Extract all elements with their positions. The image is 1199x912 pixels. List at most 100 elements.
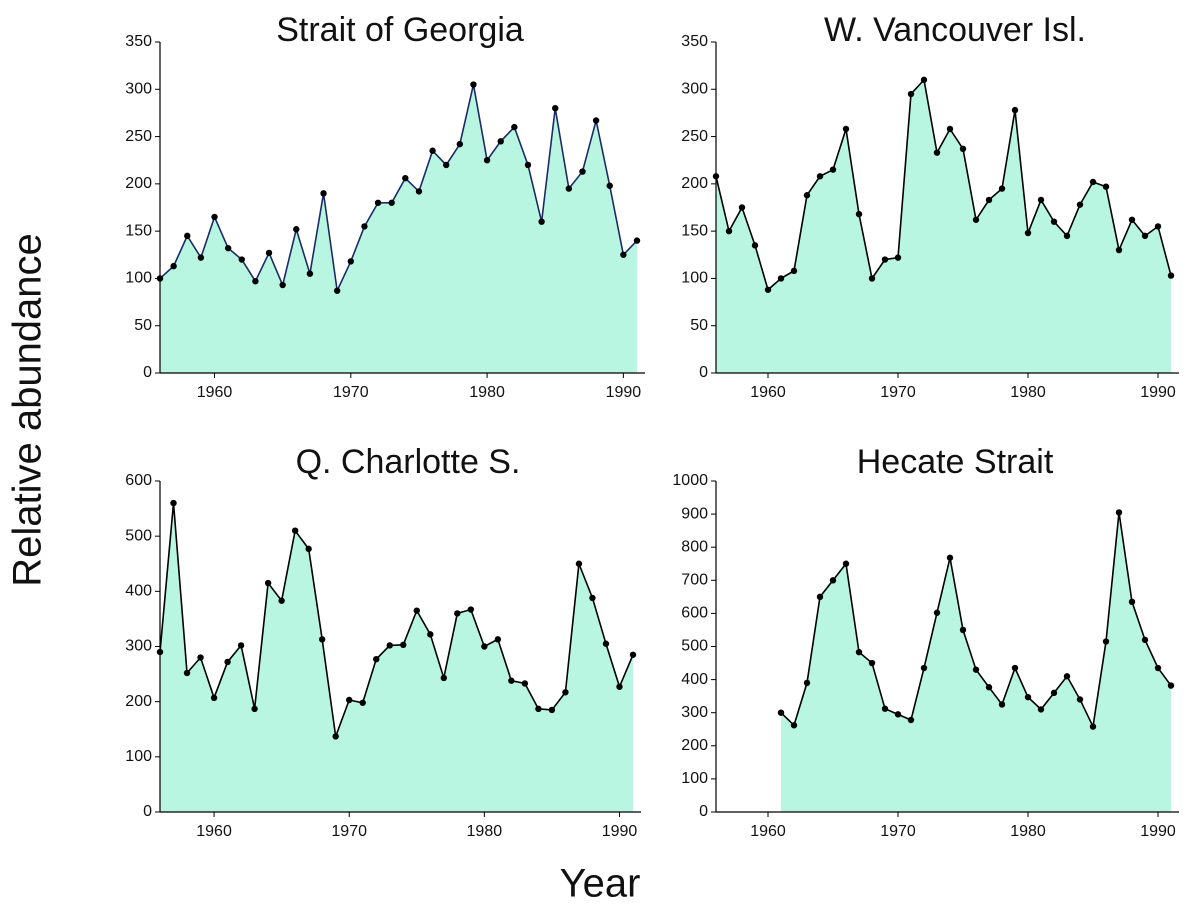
point (524, 161, 532, 169)
y-tick-label: 1000 (672, 472, 708, 489)
point (633, 237, 641, 244)
y-tick-label: 0 (143, 364, 152, 381)
point (197, 654, 204, 661)
point (511, 123, 518, 131)
point (1037, 196, 1045, 204)
x-tick-label: 1960 (750, 823, 786, 840)
panel: Strait of Georgia 0 50 100 150 200 250 300 350 19… (125, 11, 645, 401)
point (333, 287, 341, 294)
y-tick-label: 350 (681, 33, 708, 50)
point (907, 716, 915, 724)
point (454, 610, 461, 617)
y-tick-label: 500 (681, 638, 708, 655)
point (868, 659, 876, 667)
point (829, 166, 837, 173)
point (265, 249, 273, 257)
point (998, 701, 1006, 708)
x-tick-label: 1990 (1140, 384, 1176, 401)
point (1050, 689, 1058, 697)
panel: W. Vancouver Isl. 0 50 100 150 200 250 300 350 19… (681, 11, 1179, 401)
y-tick-label: 0 (143, 803, 152, 820)
point (725, 227, 733, 235)
point (183, 669, 191, 677)
point (1063, 673, 1071, 680)
y-tick-label: 100 (125, 270, 152, 287)
point (429, 147, 436, 154)
y-tick-label: 0 (699, 364, 708, 381)
panel: Q. Charlotte S. 0 100 200 300 400 500 600 1960 19… (125, 443, 641, 840)
y-tick-label: 350 (125, 33, 152, 50)
point (538, 218, 545, 225)
point (1128, 598, 1136, 606)
point (443, 161, 450, 169)
point (1089, 178, 1097, 186)
point (606, 182, 613, 189)
point (972, 666, 980, 673)
x-tick-label: 1980 (1010, 823, 1046, 840)
point (816, 593, 824, 601)
point (238, 256, 245, 263)
point (1115, 246, 1123, 254)
point (548, 706, 556, 714)
point (415, 188, 423, 195)
y-tick-label: 150 (681, 222, 708, 239)
point (305, 545, 312, 553)
y-tick-label: 400 (125, 583, 152, 600)
point (790, 267, 798, 275)
point (933, 149, 941, 156)
point (868, 275, 876, 282)
point (494, 636, 502, 643)
point (1089, 723, 1097, 730)
point (1154, 223, 1162, 230)
point (1063, 232, 1071, 240)
point (521, 680, 529, 687)
x-tick-label: 1990 (606, 384, 642, 401)
x-axis-label: Year (560, 862, 641, 906)
point (497, 138, 504, 145)
point (855, 210, 863, 218)
x-tick-label: 1980 (469, 384, 505, 401)
point (361, 223, 368, 230)
y-tick-label: 800 (681, 538, 708, 555)
point (508, 677, 515, 684)
point (184, 232, 191, 240)
point (946, 125, 954, 133)
panel-title: Hecate Strait (857, 443, 1054, 481)
point (933, 609, 941, 616)
point (170, 262, 177, 270)
point (332, 733, 339, 740)
point (894, 254, 902, 261)
x-tick-label: 1970 (333, 384, 369, 401)
point (467, 606, 475, 613)
x-tick-label: 1980 (1010, 384, 1046, 401)
point (998, 185, 1006, 192)
point (170, 499, 177, 507)
point (777, 275, 785, 282)
y-tick-label: 600 (125, 472, 152, 489)
point (602, 640, 610, 647)
point (894, 711, 902, 718)
y-tick-label: 200 (681, 737, 708, 754)
point (224, 658, 231, 666)
y-tick-label: 150 (125, 222, 152, 239)
y-tick-label: 200 (681, 175, 708, 192)
point (803, 192, 811, 199)
point (575, 560, 583, 567)
point (1011, 664, 1019, 672)
point (306, 270, 314, 277)
point (413, 607, 420, 614)
point (562, 689, 569, 696)
x-tick-label: 1970 (880, 823, 916, 840)
point (1154, 664, 1162, 672)
y-tick-label: 300 (125, 638, 152, 655)
point (616, 683, 623, 690)
point (197, 254, 205, 261)
area-fill (160, 84, 637, 374)
point (920, 664, 928, 672)
panel-title: Strait of Georgia (276, 11, 524, 49)
point (427, 631, 434, 638)
point (579, 168, 586, 175)
point (279, 281, 286, 289)
y-tick-label: 300 (681, 81, 708, 98)
panel-title: W. Vancouver Isl. (824, 11, 1086, 49)
